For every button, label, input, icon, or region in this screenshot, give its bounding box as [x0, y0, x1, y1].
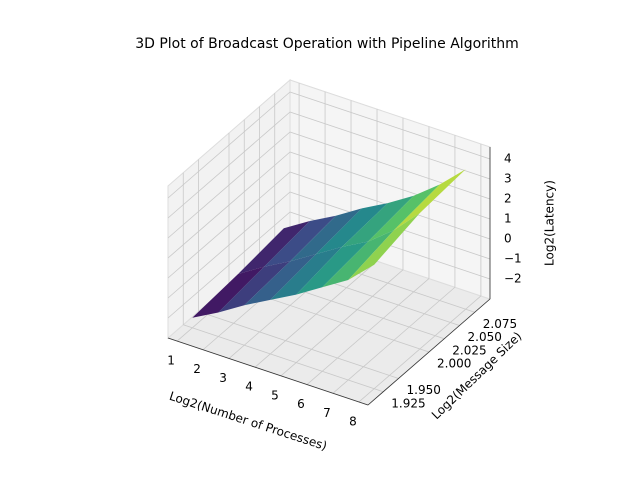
z-axis-label: Log2(Latency) [543, 180, 557, 266]
z-tick-label: 1 [504, 212, 512, 226]
surface-patch [368, 184, 440, 242]
chart-title: 3D Plot of Broadcast Operation with Pipe… [135, 36, 519, 52]
grid-line [198, 311, 399, 379]
surface-patch [348, 213, 420, 280]
x-tick-label: 1 [167, 354, 175, 368]
z-tick-label: 0 [504, 232, 512, 246]
surface-patch [342, 195, 414, 247]
grid-line [167, 211, 291, 319]
grid-line [167, 171, 291, 279]
x-tick-label: 5 [271, 388, 279, 402]
grid-line [167, 91, 291, 199]
grid-line [167, 151, 291, 259]
surface-patch [322, 230, 394, 288]
surface-patch [290, 208, 362, 262]
x-tick-label: 8 [349, 414, 357, 428]
grid-line [289, 151, 491, 220]
z-tick-label: −2 [504, 272, 522, 286]
surface-patch [316, 203, 388, 255]
y-tick-label: 1.925 [391, 396, 425, 410]
axis-line [167, 337, 369, 406]
surface-patch [238, 221, 310, 274]
x-tick-label: 2 [193, 362, 201, 376]
grid-line [167, 111, 291, 219]
z-tick-label: 3 [504, 172, 512, 186]
y-tick-label: 2.000 [437, 357, 471, 371]
grid-line [289, 111, 491, 180]
z-tick-label: 2 [504, 192, 512, 206]
y-tick-label: 2.025 [452, 343, 486, 357]
surface-patch [192, 266, 265, 318]
surface-patch [296, 241, 368, 295]
x-tick-label: 6 [297, 397, 305, 411]
z-tick-label: −1 [504, 252, 522, 266]
y-tick-label: 1.950 [407, 383, 441, 397]
surface-patch [244, 254, 316, 306]
grid-line [289, 91, 491, 160]
y-tick-label: 2.075 [483, 317, 517, 331]
x-tick-label: 3 [219, 371, 227, 385]
grid-line [167, 131, 291, 239]
y-tick-label: 2.050 [468, 330, 502, 344]
x-tick-label: 7 [323, 406, 331, 420]
x-tick-label: 4 [245, 380, 253, 394]
grid-line [167, 191, 291, 299]
surface-patch [264, 215, 336, 267]
surface-patch [393, 169, 466, 231]
axis-line [367, 298, 491, 406]
surface-patch [218, 261, 290, 313]
z-tick-label: 4 [504, 152, 512, 166]
surface-patch [270, 246, 342, 300]
grid-line [289, 131, 491, 200]
grid-line [183, 324, 384, 393]
